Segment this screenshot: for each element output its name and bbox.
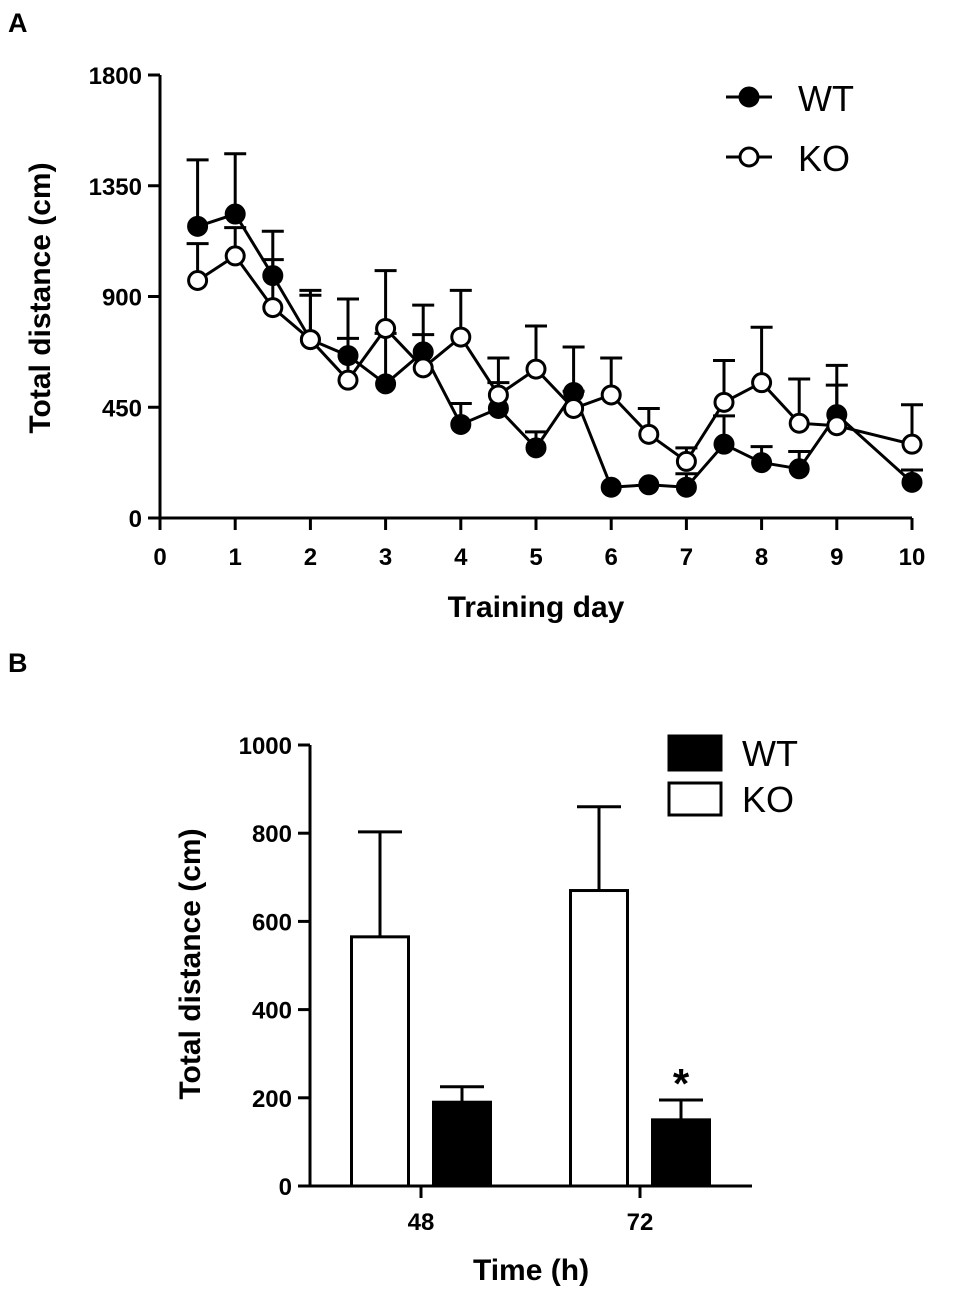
legend-b-ko-label: KO xyxy=(742,779,794,820)
x-tick-label-a: 5 xyxy=(529,544,542,571)
point-ko xyxy=(563,397,585,419)
legend-a-ko-label: KO xyxy=(798,138,850,179)
panel-a-label: A xyxy=(8,8,28,38)
point-ko xyxy=(412,357,434,379)
bar-rect xyxy=(432,1100,492,1188)
panel-b: B 0 200 400 600 800 1000 48 72 * Time (h) Tota… xyxy=(8,648,798,1287)
point-wt xyxy=(224,203,246,225)
bar-rect xyxy=(569,889,629,1188)
point-wt xyxy=(262,265,284,287)
point-ko xyxy=(450,326,472,348)
point-ko xyxy=(375,317,397,339)
x-tick-label-a: 0 xyxy=(153,544,166,571)
point-ko xyxy=(826,415,848,437)
panel-a: A 0 450 900 1350 1800 0 1 2 3 4 5 6 7 8 9 10 Training … xyxy=(8,8,925,624)
bar-rect xyxy=(651,1118,711,1188)
point-wt xyxy=(375,373,397,395)
point-ko xyxy=(262,297,284,319)
y-tick-label-a: 1350 xyxy=(89,174,142,201)
panel-b-x-title: Time (h) xyxy=(473,1254,589,1287)
point-ko xyxy=(525,358,547,380)
point-ko xyxy=(600,384,622,406)
legend-b-ko-swatch xyxy=(667,781,723,817)
y-tick-label-a: 1800 xyxy=(89,63,142,90)
panel-b-bars xyxy=(350,805,711,1188)
bar-ko-48 xyxy=(350,830,410,1188)
point-wt xyxy=(525,437,547,459)
panel-a-legend: WT KO xyxy=(726,78,854,179)
panel-b-legend: WT KO xyxy=(667,733,798,820)
point-ko xyxy=(638,423,660,445)
bar-rect xyxy=(350,935,410,1188)
panel-a-points xyxy=(187,203,923,498)
significance-asterisk: * xyxy=(673,1060,690,1107)
y-tick-label-b: 1000 xyxy=(239,733,292,760)
bar-wt-48 xyxy=(432,1085,492,1188)
legend-a-ko-marker xyxy=(738,146,760,168)
panel-b-x-ticks: 48 72 xyxy=(408,1186,654,1236)
y-tick-label-a: 900 xyxy=(102,285,142,312)
point-ko xyxy=(187,270,209,292)
y-tick-label-b: 800 xyxy=(252,821,292,848)
legend-b-wt-label: WT xyxy=(742,733,798,774)
x-tick-label-a: 2 xyxy=(304,544,317,571)
point-ko xyxy=(337,369,359,391)
point-wt xyxy=(675,476,697,498)
x-tick-label-b: 72 xyxy=(627,1209,654,1236)
panel-b-y-title: Total distance (cm) xyxy=(174,828,207,1099)
panel-a-y-ticks: 0 450 900 1350 1800 xyxy=(89,63,160,533)
point-wt xyxy=(788,458,810,480)
point-wt xyxy=(450,413,472,435)
legend-a-wt-label: WT xyxy=(798,78,854,119)
x-tick-label-a: 7 xyxy=(680,544,693,571)
point-wt xyxy=(337,345,359,367)
legend-a-wt-marker xyxy=(738,86,760,108)
panel-b-y-ticks: 0 200 400 600 800 1000 xyxy=(239,733,310,1201)
y-tick-label-b: 400 xyxy=(252,998,292,1025)
y-tick-label-b: 600 xyxy=(252,909,292,936)
point-wt xyxy=(638,474,660,496)
point-wt xyxy=(751,452,773,474)
series-line-wt xyxy=(197,212,914,489)
panel-a-y-title: Total distance (cm) xyxy=(24,162,57,433)
panel-a-x-ticks: 0 1 2 3 4 5 6 7 8 9 10 xyxy=(153,518,925,571)
x-tick-label-a: 3 xyxy=(379,544,392,571)
x-tick-label-a: 6 xyxy=(605,544,618,571)
x-tick-label-a: 1 xyxy=(229,544,242,571)
point-wt xyxy=(901,471,923,493)
x-tick-label-a: 8 xyxy=(755,544,768,571)
x-tick-label-a: 10 xyxy=(899,544,926,571)
panel-a-x-title: Training day xyxy=(448,591,625,624)
y-tick-label-a: 0 xyxy=(129,506,142,533)
point-ko xyxy=(487,384,509,406)
point-wt xyxy=(187,215,209,237)
point-ko xyxy=(713,391,735,413)
point-ko xyxy=(788,412,810,434)
y-tick-label-a: 450 xyxy=(102,395,142,422)
y-tick-label-b: 0 xyxy=(279,1174,292,1201)
point-wt xyxy=(713,433,735,455)
legend-b-wt-swatch xyxy=(667,734,723,772)
point-ko xyxy=(901,433,923,455)
panel-a-error-bars xyxy=(186,152,923,488)
point-ko xyxy=(299,329,321,351)
bar-wt-72 xyxy=(651,1098,711,1188)
point-wt xyxy=(600,476,622,498)
x-tick-label-a: 4 xyxy=(454,544,468,571)
bar-ko-72 xyxy=(569,805,629,1188)
point-ko xyxy=(751,372,773,394)
panel-a-lines xyxy=(196,212,914,489)
panel-b-label: B xyxy=(8,648,28,678)
x-tick-label-a: 9 xyxy=(830,544,843,571)
point-ko xyxy=(224,245,246,267)
y-tick-label-b: 200 xyxy=(252,1086,292,1113)
error-bar-wt xyxy=(186,158,209,227)
x-tick-label-b: 48 xyxy=(408,1209,435,1236)
point-ko xyxy=(675,450,697,472)
